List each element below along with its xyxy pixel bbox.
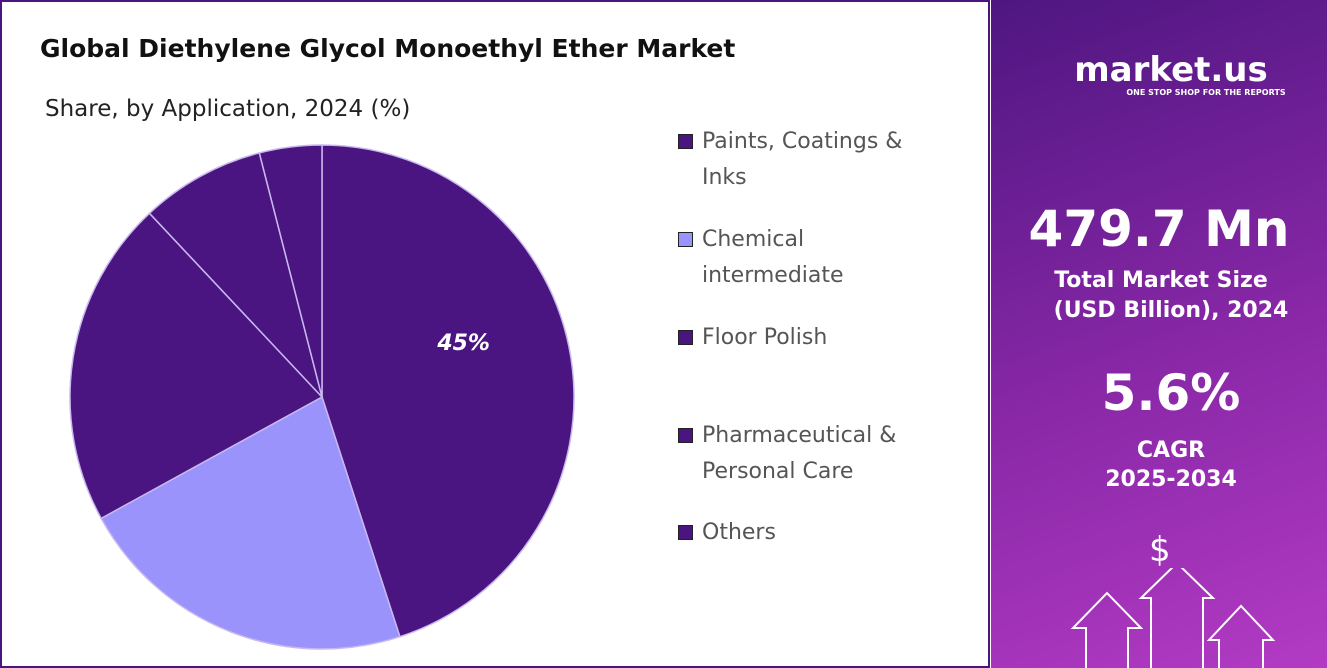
legend-label: Others [702,520,776,545]
legend-label: Floor Polish [702,325,828,350]
legend-label: Paints, Coatings & Inks [702,129,903,190]
data-label: 45% [436,331,490,356]
legend-swatch [678,232,693,247]
cagr-label: CAGR [1136,438,1206,463]
cagr-label: 2025-2034 [1105,467,1237,492]
pie-chart: 45% [69,144,575,650]
legend-swatch [678,134,693,149]
legend-item: Floor Polish [678,320,947,356]
icon: $ [1149,530,1171,570]
cagr: 5.6% [1101,364,1241,422]
legend-item: Paints, Coatings & Inks [678,124,947,196]
pie-slice [258,144,323,398]
legend-item: Chemical intermediate [678,222,947,294]
legend-swatch [678,428,693,443]
legend-swatch [678,330,693,345]
tagline: ONE STOP SHOP FOR THE REPORTS [1126,88,1286,97]
pie-slice [100,395,401,650]
market-size-label: Total Market Size [1054,268,1268,293]
pie-slice [148,152,323,398]
chart-title: Global Diethylene Glycol Monoethyl Ether… [40,34,736,63]
legend-item: Pharmaceutical & Personal Care [678,418,947,490]
pie-slice [321,144,575,638]
chart-panel: Global Diethylene Glycol Monoethyl Ether… [0,0,990,668]
market-size: 479.7 Mn [1028,200,1290,258]
legend-item: Others [678,515,947,551]
market-size-label: (USD Billion), 2024 [1053,298,1289,323]
legend-swatch [678,525,693,540]
summary-panel: market.us ONE STOP SHOP FOR THE REPORTS … [991,0,1327,668]
arrows [1070,568,1276,668]
chart-subtitle: Share, by Application, 2024 (%) [45,96,411,122]
legend-label: Chemical intermediate [702,227,844,288]
logo: market.us [1074,50,1268,90]
pie-slice [69,212,324,520]
legend-label: Pharmaceutical & Personal Care [702,423,897,484]
